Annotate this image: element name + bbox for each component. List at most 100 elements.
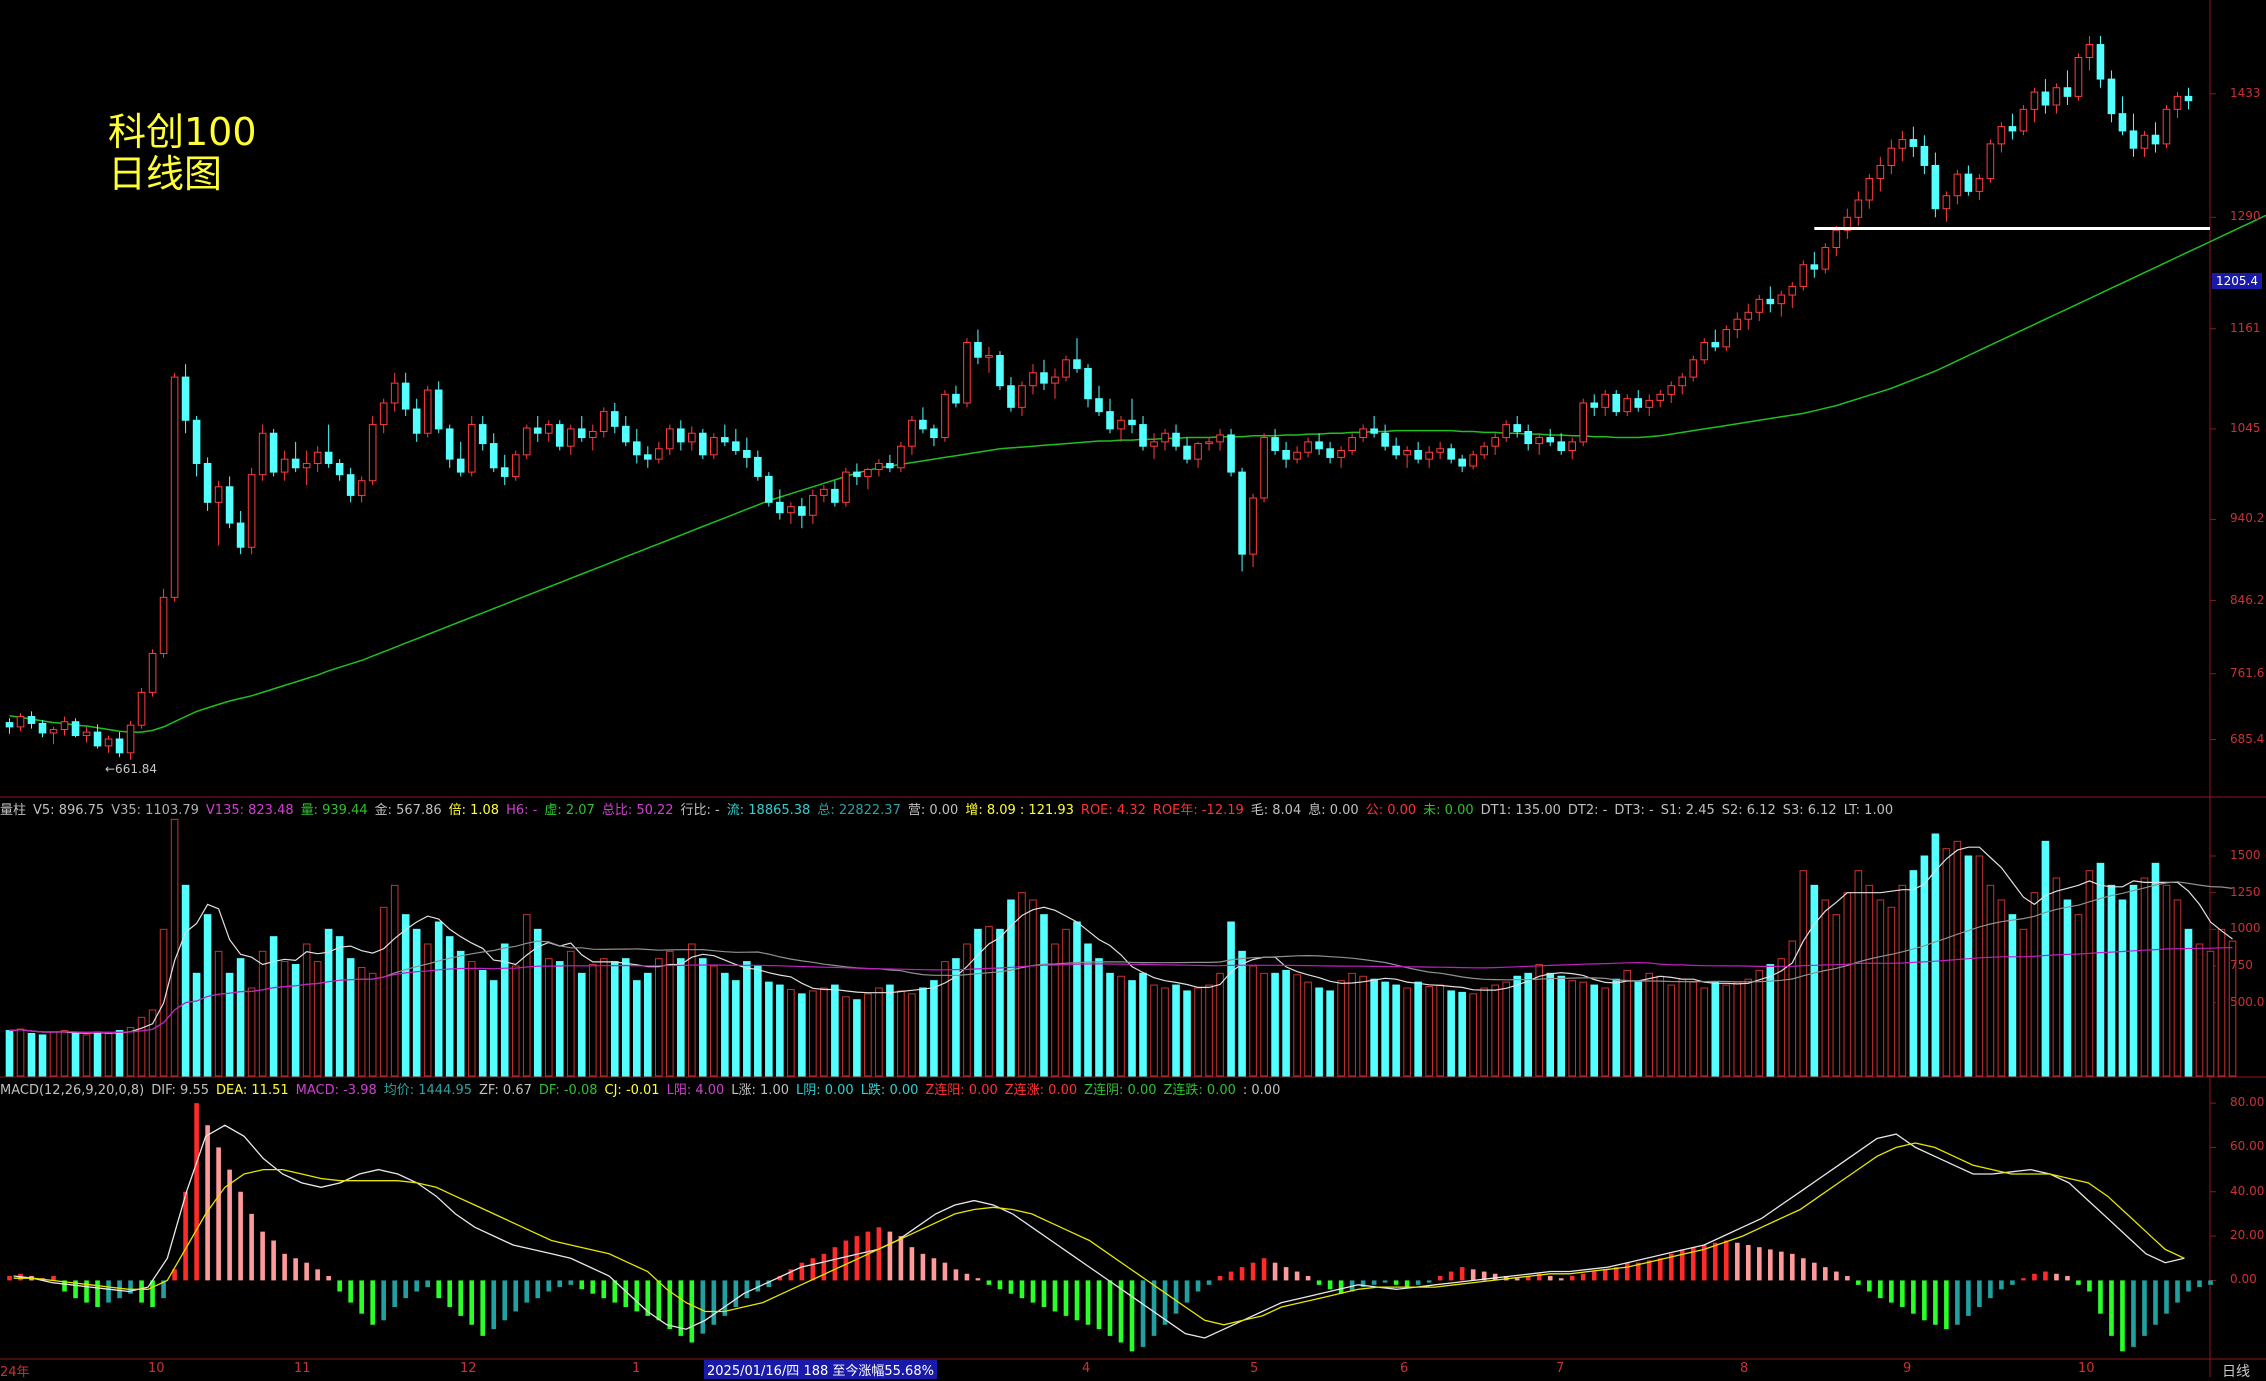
volume-bar [259, 951, 266, 1076]
volume-bar [611, 962, 618, 1076]
candle-down [534, 428, 541, 433]
macd-info-item: L跌: 0.00 [861, 1083, 919, 1098]
candle-down [39, 723, 46, 733]
volume-info-item: S3: 6.12 [1783, 803, 1837, 818]
volume-bar [468, 962, 475, 1076]
volume-bar [1107, 973, 1114, 1076]
volume-bar [347, 959, 354, 1076]
candle-down [1184, 446, 1191, 459]
volume-bar [1569, 981, 1576, 1076]
candle-up [1052, 377, 1059, 383]
period-label[interactable]: 日线 [2222, 1361, 2250, 1381]
candle-up [667, 429, 674, 449]
candle-down [2009, 127, 2016, 131]
candle-down [920, 420, 927, 429]
candle-up [1437, 449, 1444, 452]
volume-bar [1492, 985, 1499, 1076]
volume-bar [512, 966, 519, 1076]
candle-up [2031, 92, 2038, 109]
candle-up [689, 433, 696, 442]
date-range-box: 2025/01/16/四 188 至今涨幅55.68% [704, 1360, 937, 1379]
candle-down [1932, 165, 1939, 208]
time-tick-label: 4 [1082, 1361, 1090, 1376]
volume-tick-label: 1250 [2230, 885, 2261, 899]
candle-up [1030, 373, 1037, 386]
volume-bar [1712, 982, 1719, 1076]
volume-bar [1459, 992, 1466, 1076]
volume-bar [2130, 885, 2137, 1076]
volume-bar [248, 988, 255, 1076]
volume-bar [1063, 929, 1070, 1076]
volume-info-item: 息: 0.00 [1308, 803, 1358, 818]
volume-bar [1745, 979, 1752, 1076]
candle-down [700, 433, 707, 455]
volume-bar [138, 1017, 145, 1076]
ma-line [10, 164, 2266, 732]
candle-down [2042, 92, 2049, 105]
volume-bar [2075, 915, 2082, 1076]
volume-bar [1690, 982, 1697, 1076]
time-tick-label: 8 [1740, 1361, 1748, 1376]
volume-bar [2207, 951, 2214, 1076]
candle-down [479, 425, 486, 444]
volume-bar [1140, 973, 1147, 1076]
volume-bar [1899, 885, 1906, 1076]
candle-up [1899, 140, 1906, 149]
volume-bar [876, 988, 883, 1076]
candle-down [1228, 435, 1235, 472]
volume-info-item: DT3: - [1614, 803, 1653, 818]
volume-bar [2031, 893, 2038, 1076]
candle-up [589, 432, 596, 438]
candle-up [1723, 330, 1730, 347]
volume-bar [6, 1031, 13, 1076]
candle-down [953, 394, 960, 403]
volume-bar [1239, 951, 1246, 1076]
volume-tick-label: 1500 [2230, 848, 2261, 862]
volume-bar [1151, 985, 1158, 1076]
candle-down [2097, 45, 2104, 80]
volume-bar [1613, 979, 1620, 1076]
volume-bar [1756, 970, 1763, 1076]
candle-down [1613, 394, 1620, 411]
volume-bar [1162, 988, 1169, 1076]
macd-info-item: MACD: -3.98 [296, 1083, 377, 1098]
volume-bar [2097, 863, 2104, 1076]
candle-down [193, 420, 200, 463]
candle-down [1459, 459, 1466, 466]
candle-up [1789, 286, 1796, 295]
candle-up [1569, 442, 1576, 451]
candle-down [799, 507, 806, 516]
volume-bar [1877, 900, 1884, 1076]
candle-up [1602, 394, 1609, 407]
candle-up [711, 438, 718, 455]
candle-down [997, 355, 1004, 385]
candle-down [832, 489, 839, 502]
volume-bar [1206, 985, 1213, 1076]
candle-down [1811, 265, 1818, 269]
candle-up [171, 377, 178, 597]
candle-up [843, 472, 850, 502]
volume-bar [1514, 976, 1521, 1076]
volume-bar [986, 926, 993, 1076]
candle-up [821, 489, 828, 495]
candle-up [1338, 451, 1345, 458]
candle-up [1250, 498, 1257, 554]
volume-bar [1580, 982, 1587, 1076]
candle-down [1415, 451, 1422, 460]
candle-up [468, 425, 475, 473]
time-tick-label: 7 [1556, 1361, 1564, 1376]
candle-up [2141, 135, 2148, 148]
candle-down [622, 426, 629, 442]
volume-bar [303, 944, 310, 1076]
volume-bar [523, 915, 530, 1076]
volume-bar [545, 959, 552, 1076]
candle-down [975, 343, 982, 358]
macd-info-item: DF: -0.08 [539, 1083, 598, 1098]
candle-down [457, 459, 464, 472]
macd-info-item: : 0.00 [1243, 1083, 1280, 1098]
volume-bar [1976, 856, 1983, 1076]
volume-bar [700, 959, 707, 1076]
volume-bar [380, 907, 387, 1076]
volume-bar [2119, 900, 2126, 1076]
